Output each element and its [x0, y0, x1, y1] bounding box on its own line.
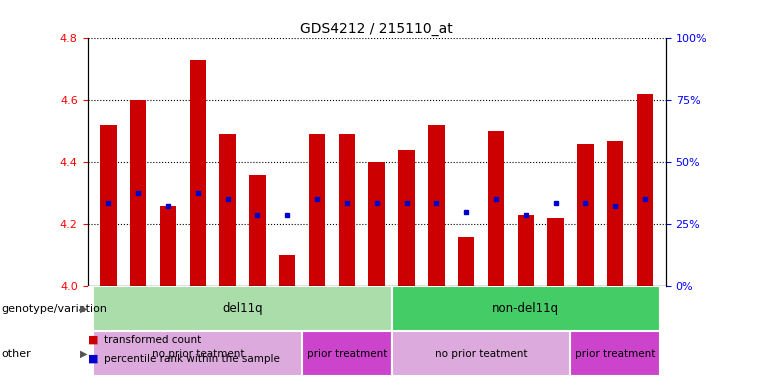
Bar: [309, 134, 325, 286]
Bar: [607, 141, 623, 286]
Bar: [547, 218, 564, 286]
Bar: [250, 175, 266, 286]
Bar: [189, 60, 206, 286]
Bar: [517, 215, 534, 286]
Text: percentile rank within the sample: percentile rank within the sample: [104, 354, 280, 364]
Bar: [577, 144, 594, 286]
Bar: [219, 134, 236, 286]
Bar: [130, 100, 146, 286]
Bar: [428, 125, 444, 286]
Bar: [94, 286, 392, 331]
Bar: [571, 331, 660, 376]
Text: other: other: [2, 349, 31, 359]
Bar: [392, 331, 571, 376]
Bar: [302, 331, 392, 376]
Bar: [398, 150, 415, 286]
Text: ▶: ▶: [80, 349, 88, 359]
Text: no prior teatment: no prior teatment: [151, 349, 244, 359]
Bar: [488, 131, 504, 286]
Text: genotype/variation: genotype/variation: [2, 304, 107, 314]
Text: ■: ■: [88, 354, 98, 364]
Bar: [94, 331, 302, 376]
Text: ■: ■: [88, 335, 98, 345]
Text: transformed count: transformed count: [104, 335, 202, 345]
Bar: [160, 206, 177, 286]
Bar: [392, 286, 660, 331]
Bar: [100, 125, 116, 286]
Bar: [458, 237, 474, 286]
Bar: [339, 134, 355, 286]
Bar: [368, 162, 385, 286]
Bar: [279, 255, 295, 286]
Text: del11q: del11q: [222, 302, 263, 315]
Text: non-del11q: non-del11q: [492, 302, 559, 315]
Text: prior treatment: prior treatment: [307, 349, 387, 359]
Text: no prior teatment: no prior teatment: [435, 349, 527, 359]
Text: prior treatment: prior treatment: [575, 349, 655, 359]
Title: GDS4212 / 215110_at: GDS4212 / 215110_at: [301, 22, 453, 36]
Bar: [637, 94, 653, 286]
Text: ▶: ▶: [80, 304, 88, 314]
